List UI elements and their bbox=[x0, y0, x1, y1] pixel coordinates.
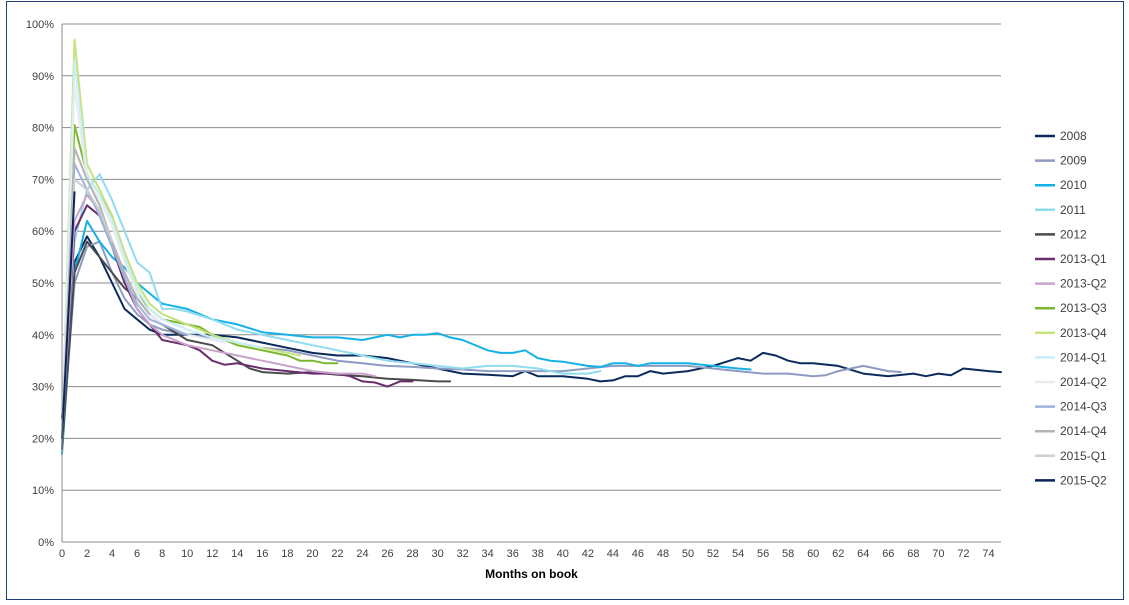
y-tick-label: 90% bbox=[32, 71, 54, 83]
x-axis-ticks: 0 2 4 6 8 10 12 14 16 18 20 22 24 26 28 30 32 34 36 38 40 42 4… bbox=[59, 548, 995, 560]
y-tick-label: 20% bbox=[32, 433, 54, 445]
y-tick-label: 10% bbox=[32, 485, 54, 497]
x-tick-label: 12 bbox=[206, 548, 218, 560]
legend-label: 2013-Q4 bbox=[1060, 326, 1107, 340]
series-line bbox=[61, 204, 414, 440]
x-tick-label: 30 bbox=[431, 548, 443, 560]
legend-label: 2015-Q2 bbox=[1060, 473, 1107, 487]
series-line bbox=[61, 191, 76, 440]
x-tick-label: 18 bbox=[281, 548, 293, 560]
x-tick-label: 8 bbox=[159, 548, 165, 560]
y-tick-label: 50% bbox=[32, 278, 54, 290]
x-tick-label: 74 bbox=[982, 548, 994, 560]
x-tick-label: 70 bbox=[932, 548, 944, 560]
legend-label: 2013-Q3 bbox=[1060, 301, 1107, 315]
series-line bbox=[61, 85, 226, 440]
x-tick-label: 52 bbox=[707, 548, 719, 560]
x-tick-label: 28 bbox=[406, 548, 418, 560]
x-tick-label: 40 bbox=[557, 548, 569, 560]
x-tick-label: 68 bbox=[907, 548, 919, 560]
x-tick-label: 26 bbox=[381, 548, 393, 560]
y-tick-label: 80% bbox=[32, 123, 54, 135]
x-tick-label: 42 bbox=[582, 548, 594, 560]
x-tick-label: 46 bbox=[632, 548, 644, 560]
x-tick-label: 56 bbox=[757, 548, 769, 560]
legend-label: 2014-Q3 bbox=[1060, 400, 1107, 414]
y-tick-label: 0% bbox=[38, 537, 54, 549]
legend-label: 2011 bbox=[1060, 203, 1086, 217]
x-tick-label: 58 bbox=[782, 548, 794, 560]
x-tick-label: 38 bbox=[532, 548, 544, 560]
x-tick-label: 32 bbox=[457, 548, 469, 560]
series-line bbox=[61, 240, 902, 445]
x-tick-label: 64 bbox=[857, 548, 869, 560]
x-tick-label: 66 bbox=[882, 548, 894, 560]
x-tick-label: 34 bbox=[482, 548, 494, 560]
x-tick-label: 6 bbox=[134, 548, 140, 560]
x-tick-label: 50 bbox=[682, 548, 694, 560]
x-tick-label: 48 bbox=[657, 548, 669, 560]
series-line bbox=[61, 38, 301, 435]
x-axis-label: Months on book bbox=[485, 567, 578, 581]
x-tick-label: 20 bbox=[306, 548, 318, 560]
legend-label: 2013-Q1 bbox=[1060, 252, 1107, 266]
x-tick-label: 10 bbox=[181, 548, 193, 560]
x-tick-label: 44 bbox=[607, 548, 619, 560]
x-tick-label: 36 bbox=[507, 548, 519, 560]
series-lines bbox=[61, 38, 1002, 455]
gridlines bbox=[62, 23, 1001, 491]
y-tick-label: 30% bbox=[32, 382, 54, 394]
series-line bbox=[61, 173, 602, 450]
series-line bbox=[61, 162, 189, 440]
legend-label: 2012 bbox=[1060, 227, 1087, 241]
series-line bbox=[61, 219, 752, 455]
legend-label: 2014-Q4 bbox=[1060, 424, 1107, 438]
y-tick-label: 100% bbox=[26, 19, 54, 31]
legend: 2008 2009 2010 2011 2012 2013-Q1 2013-Q2 2013-Q… bbox=[1035, 129, 1107, 487]
x-tick-label: 54 bbox=[732, 548, 744, 560]
x-tick-label: 22 bbox=[331, 548, 343, 560]
x-tick-label: 72 bbox=[957, 548, 969, 560]
legend-label: 2013-Q2 bbox=[1060, 277, 1107, 291]
series-line bbox=[61, 235, 1002, 419]
y-tick-label: 70% bbox=[32, 174, 54, 186]
y-tick-label: 40% bbox=[32, 330, 54, 342]
x-tick-label: 16 bbox=[256, 548, 268, 560]
legend-label: 2014-Q2 bbox=[1060, 375, 1107, 389]
legend-label: 2008 bbox=[1060, 129, 1087, 143]
legend-label: 2009 bbox=[1060, 154, 1087, 168]
legend-label: 2015-Q1 bbox=[1060, 449, 1107, 463]
x-tick-label: 2 bbox=[84, 548, 90, 560]
legend-label: 2014-Q1 bbox=[1060, 350, 1107, 364]
x-tick-label: 0 bbox=[59, 548, 65, 560]
y-axis-ticks: 0% 10% 20% 30% 40% 50% 60% 70% 80% 90% 100% bbox=[26, 19, 54, 549]
x-tick-label: 62 bbox=[832, 548, 844, 560]
y-tick-label: 60% bbox=[32, 226, 54, 238]
x-tick-label: 4 bbox=[109, 548, 115, 560]
x-tick-label: 24 bbox=[356, 548, 368, 560]
x-tick-label: 14 bbox=[231, 548, 243, 560]
legend-label: 2010 bbox=[1060, 178, 1087, 192]
x-tick-label: 60 bbox=[807, 548, 819, 560]
